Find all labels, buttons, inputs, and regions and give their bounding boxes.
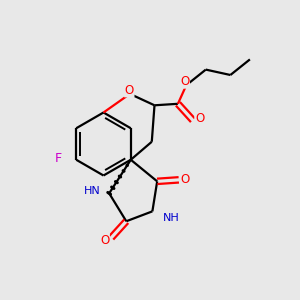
Text: O: O (181, 173, 190, 186)
Text: O: O (180, 75, 189, 88)
Text: O: O (195, 112, 204, 125)
Text: O: O (125, 84, 134, 97)
Text: NH: NH (163, 213, 180, 223)
Text: F: F (55, 152, 62, 165)
Text: O: O (100, 234, 109, 247)
Text: HN: HN (84, 186, 101, 196)
